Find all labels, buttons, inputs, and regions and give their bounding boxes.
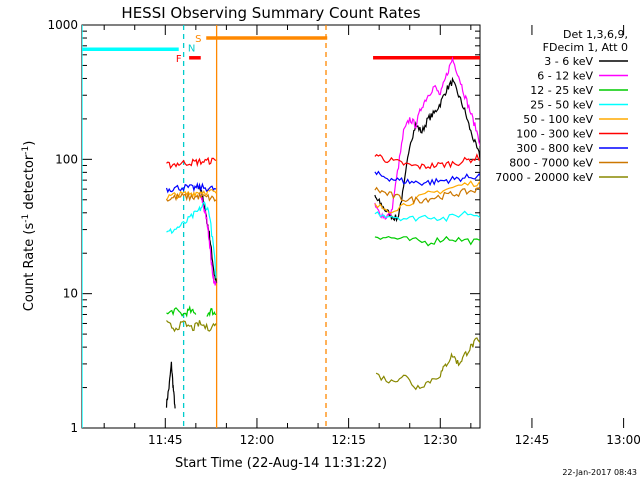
data-series: [165, 56, 480, 409]
series-8-segment-1: [375, 337, 480, 391]
plot-area-frame: [81, 24, 481, 429]
series-6-segment-1: [374, 170, 480, 187]
y-axis-label-part-2: detector: [22, 154, 37, 214]
series-0-segment-0: [165, 361, 176, 409]
y-axis-label-part-1: Count Rate (s: [22, 223, 37, 312]
series-2-segment-0: [166, 305, 197, 318]
series-2-segment-2: [374, 235, 480, 247]
series-0-segment-2: [374, 76, 480, 223]
flag-label-F: F: [176, 54, 182, 65]
flag-labels: FNS: [176, 34, 202, 65]
y-axis-label-sup-2: -1: [21, 146, 31, 155]
legend-label-5: 100 - 300 keV: [516, 128, 593, 141]
series-5-segment-0: [166, 156, 217, 170]
vertical-markers: [82, 25, 327, 428]
y-axis: 1 10 100 1000: [47, 18, 480, 435]
legend-label-3: 25 - 50 keV: [530, 99, 593, 112]
legend: Det 1,3,6,9, FDecim 1, Att 0 3 - 6 keV 6 …: [495, 28, 628, 184]
series-4-segment-1: [374, 180, 480, 214]
flag-label-N: N: [188, 43, 195, 54]
legend-label-8: 7000 - 20000 keV: [495, 171, 593, 184]
legend-header-line-1: Det 1,3,6,9,: [563, 28, 628, 41]
y-tick-label-1: 10: [63, 287, 78, 301]
y-axis-label-part-3: ): [22, 141, 37, 146]
x-tick-label-1: 12:00: [240, 433, 275, 447]
series-2-segment-1: [206, 307, 217, 318]
legend-label-4: 50 - 100 keV: [523, 113, 593, 126]
x-tick-label-3: 12:30: [423, 433, 458, 447]
x-tick-label-4: 12:45: [515, 433, 550, 447]
legend-header-line-2: FDecim 1, Att 0: [543, 41, 628, 54]
series-8-segment-0: [166, 320, 217, 333]
series-7-segment-1: [374, 186, 480, 205]
x-axis: 11:45 12:00 12:15 12:30 12:45 13:00: [103, 25, 640, 447]
x-tick-label-2: 12:15: [331, 433, 366, 447]
flag-label-S: S: [195, 34, 201, 45]
series-7-segment-0: [166, 191, 217, 202]
flag-bars: [82, 36, 480, 60]
footer-timestamp: 22-Jan-2017 08:43: [562, 468, 637, 477]
y-tick-label-3: 1000: [47, 18, 78, 32]
y-tick-label-0: 1: [70, 421, 78, 435]
legend-label-0: 3 - 6 keV: [544, 55, 593, 68]
legend-label-1: 6 - 12 keV: [537, 70, 593, 83]
legend-label-6: 300 - 800 keV: [516, 142, 593, 155]
y-tick-label-2: 100: [55, 152, 78, 166]
legend-label-7: 800 - 7000 keV: [509, 157, 593, 170]
series-1-segment-1: [374, 56, 480, 220]
series-1-segment-0: [199, 192, 217, 286]
series-3-segment-1: [374, 210, 480, 223]
chart-title: HESSI Observing Summary Count Rates: [121, 4, 420, 22]
legend-label-2: 12 - 25 keV: [530, 84, 593, 97]
x-tick-label-5: 13:00: [606, 433, 640, 447]
x-tick-label-0: 11:45: [148, 433, 183, 447]
x-axis-label: Start Time (22-Aug-14 11:31:22): [175, 456, 387, 471]
series-3-segment-0: [166, 201, 217, 279]
y-axis-label: Count Rate (s-1 detector-1): [21, 141, 37, 312]
series-6-segment-0: [165, 181, 217, 194]
y-axis-label-sup-1: -1: [21, 214, 31, 223]
series-5-segment-1: [374, 153, 480, 170]
